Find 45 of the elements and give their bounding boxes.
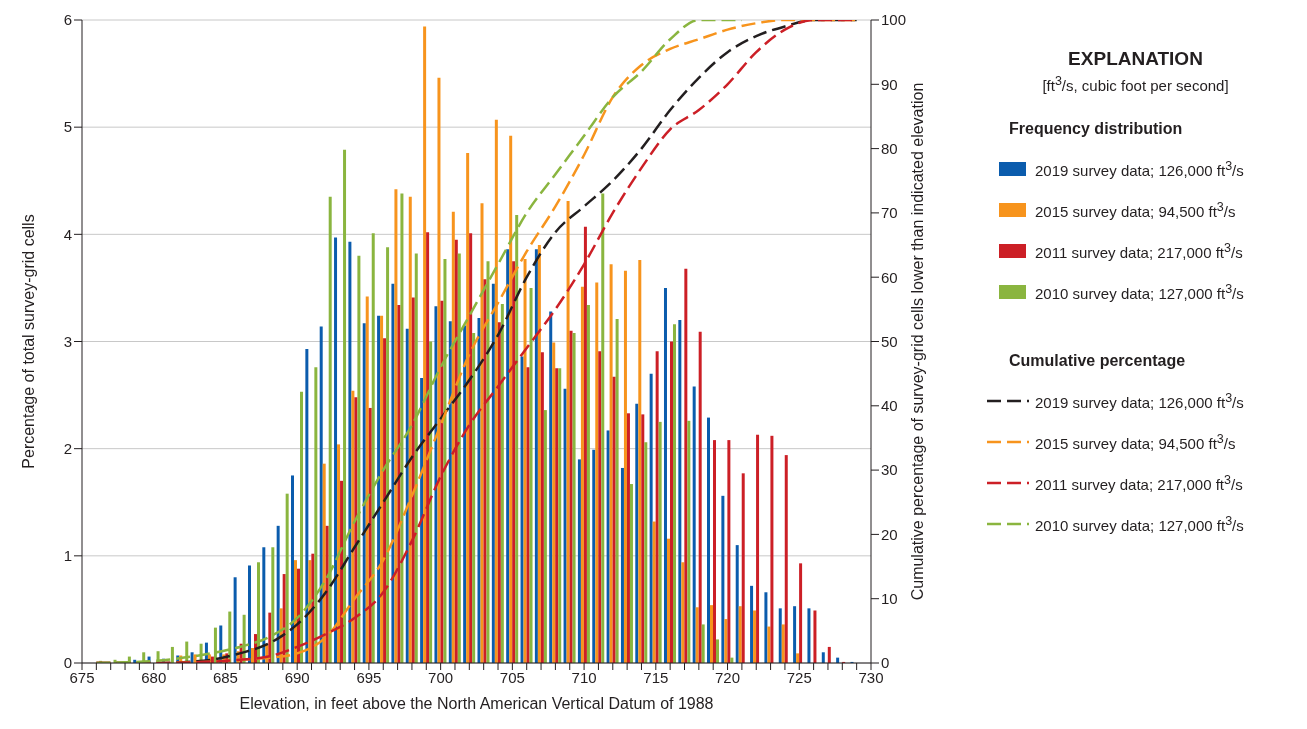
y2-tick-label: 80 xyxy=(881,139,898,157)
y2-tick-label: 10 xyxy=(881,590,898,608)
legend-label: 2019 survey data; 126,000 ft$^{3}$/s xyxy=(1035,158,1244,179)
y2-axis-title: Cumulative percentage of survey-grid cells lower than indicated elevation xyxy=(909,82,926,601)
y2-tick-label: 0 xyxy=(881,654,890,672)
text: Cumulative percentage xyxy=(1008,352,1187,370)
text: Frequency distribution xyxy=(1008,120,1184,138)
legend-label: 2011 survey data; 217,000 ft$^{3}$/s xyxy=(1035,240,1243,261)
x-tick-label: 685 xyxy=(212,668,238,686)
legend-label: 2010 survey data; 127,000 ft$^{3}$/s xyxy=(1035,513,1244,534)
y2-tick-label: 50 xyxy=(881,332,898,350)
x-tick-label: 695 xyxy=(356,668,382,686)
x-tick-label: 675 xyxy=(69,668,95,686)
x-tick-label: 725 xyxy=(786,668,812,686)
y-tick-label: 2 xyxy=(63,439,72,457)
x-tick-label: 715 xyxy=(643,668,669,686)
y2-tick-label: 30 xyxy=(881,461,898,479)
x-tick-label: 690 xyxy=(284,668,310,686)
x-tick-label: 700 xyxy=(428,668,454,686)
y2-tick-label: 60 xyxy=(881,268,898,286)
text: [ft$^{3}$/s, cubic foot per second] xyxy=(1041,74,1230,94)
x-tick-label: 720 xyxy=(715,668,741,686)
legend-title: EXPLANATION xyxy=(1067,48,1204,70)
x-tick-label: 705 xyxy=(499,668,525,686)
y-tick-label: 0 xyxy=(63,654,72,672)
x-tick-label: 710 xyxy=(571,668,597,686)
y-tick-label: 3 xyxy=(63,332,72,350)
y2-tick-label: 90 xyxy=(881,75,898,93)
y-tick-label: 5 xyxy=(63,118,72,136)
y2-tick-label: 20 xyxy=(881,525,898,543)
y2-tick-label: 40 xyxy=(881,397,898,415)
y-tick-label: 1 xyxy=(63,547,72,565)
x-axis-title: Elevation, in feet above the North American Vertical Datum of 1988 xyxy=(239,695,714,712)
legend-label: 2015 survey data; 94,500 ft$^{3}$/s xyxy=(1035,199,1236,220)
y2-tick-label: 100 xyxy=(881,11,907,29)
y-tick-label: 4 xyxy=(63,225,72,243)
legend-label: 2019 survey data; 126,000 ft$^{3}$/s xyxy=(1035,390,1244,411)
x-tick-label: 730 xyxy=(858,668,884,686)
legend-label: 2015 survey data; 94,500 ft$^{3}$/s xyxy=(1035,431,1236,452)
y-axis-title: Percentage of total survey-grid cells xyxy=(20,214,37,469)
y2-tick-label: 70 xyxy=(881,204,898,222)
legend-label: 2011 survey data; 217,000 ft$^{3}$/s xyxy=(1035,472,1243,493)
legend-label: 2010 survey data; 127,000 ft$^{3}$/s xyxy=(1035,281,1244,302)
x-tick-label: 680 xyxy=(141,668,167,686)
y-tick-label: 6 xyxy=(63,11,72,29)
